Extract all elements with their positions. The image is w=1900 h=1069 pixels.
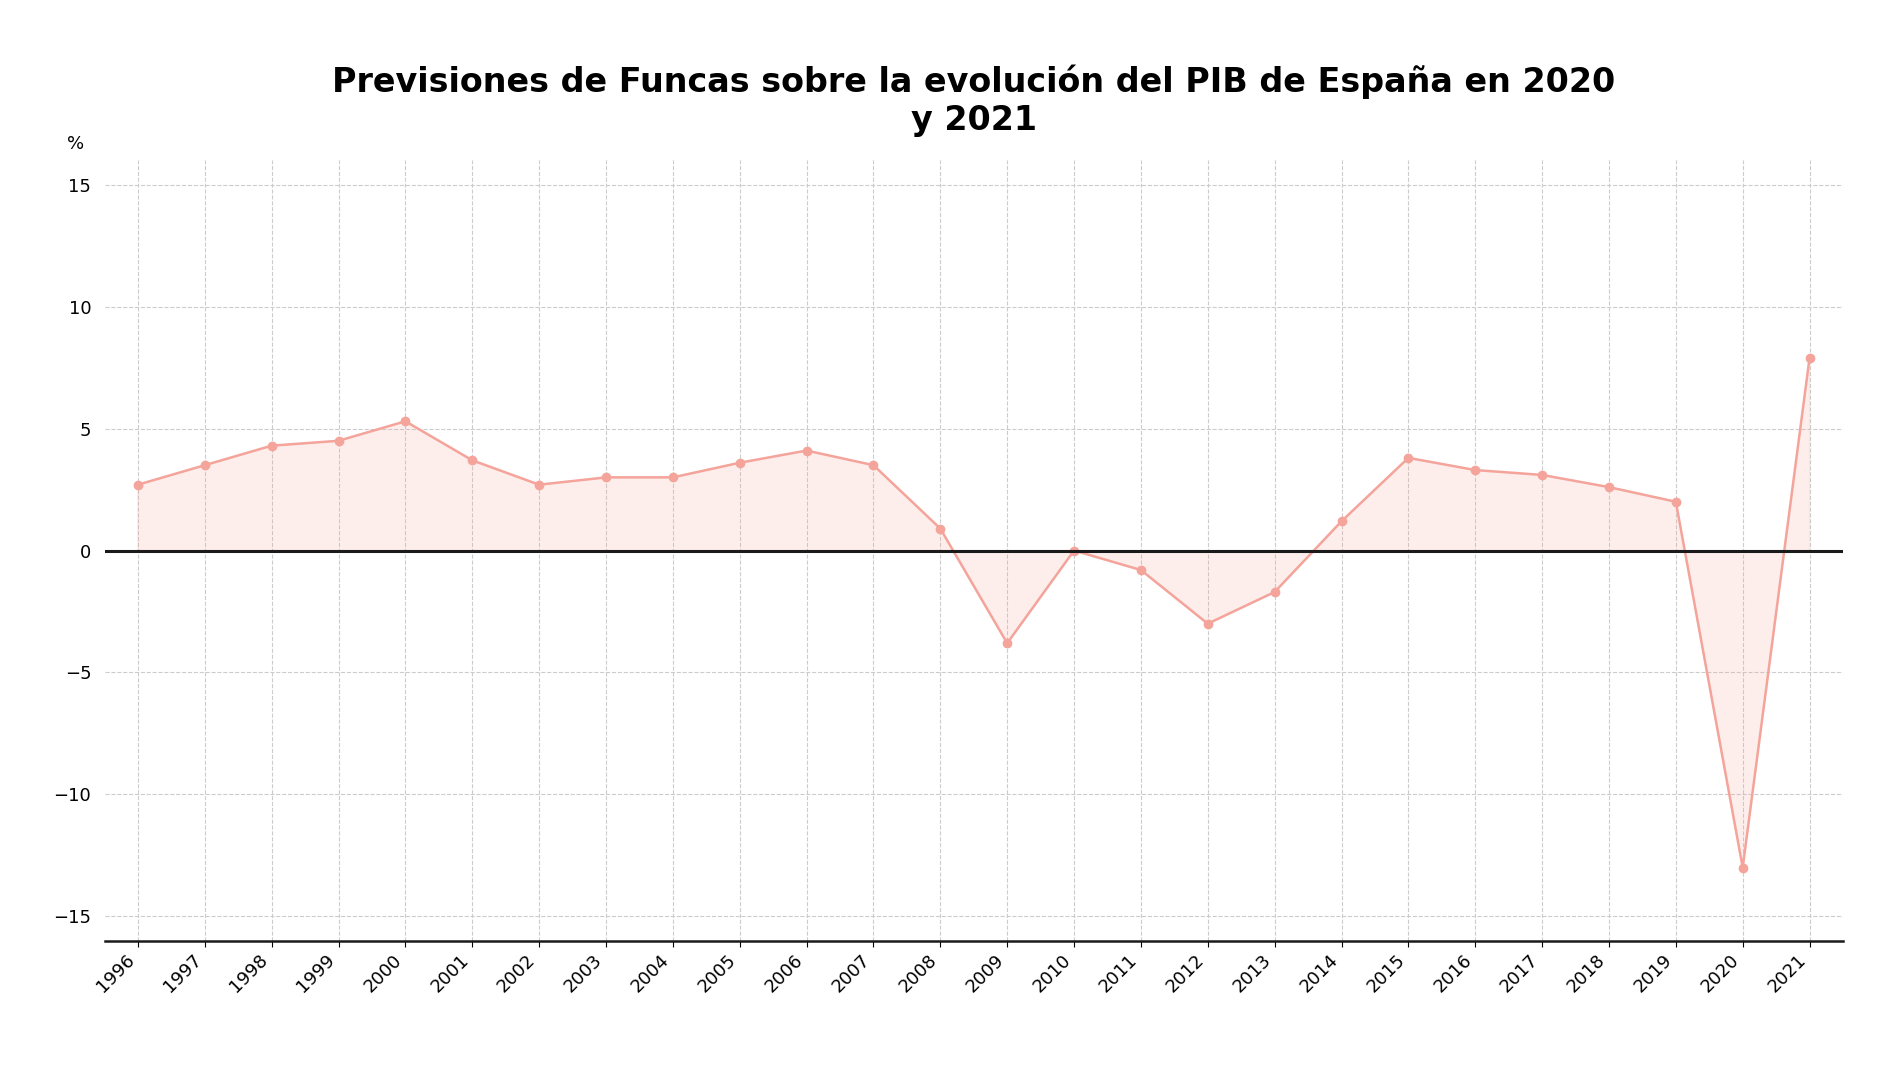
Title: Previsiones de Funcas sobre la evolución del PIB de España en 2020
y 2021: Previsiones de Funcas sobre la evolución…: [332, 64, 1615, 137]
Text: %: %: [66, 135, 84, 153]
